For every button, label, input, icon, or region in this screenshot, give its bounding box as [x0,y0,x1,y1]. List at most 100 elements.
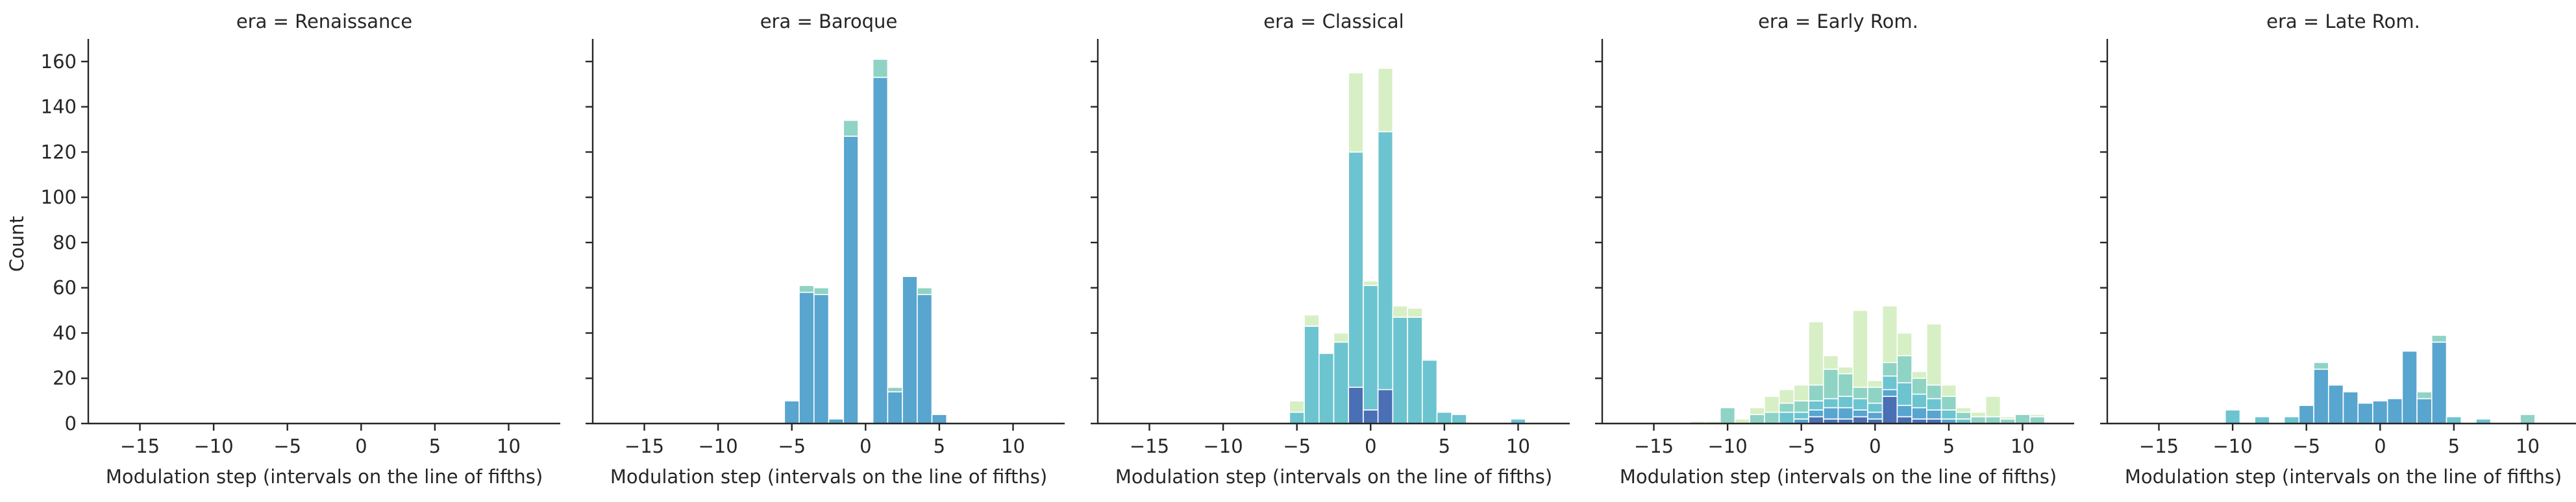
histogram-bar [1852,387,1868,400]
histogram-bar [2029,416,2046,424]
x-tick-label: −15 [1130,435,1169,457]
histogram-bar [1852,398,1868,411]
histogram-bar [872,58,889,78]
x-tick-label: 0 [1365,435,1376,457]
histogram-bar [1852,409,1868,418]
histogram-bar [1852,309,1868,388]
histogram-bar [2327,384,2344,424]
histogram-bar [1896,355,1913,384]
x-tick-label: 5 [1439,435,1450,457]
histogram-bar [1778,411,1795,424]
histogram-bar [2313,362,2329,370]
x-tick-label: −15 [120,435,160,457]
histogram-bar [1940,396,1957,411]
histogram-bar [1837,373,1854,397]
histogram-bar [843,119,859,137]
y-tick-label: 120 [41,141,77,163]
histogram-bar [799,285,815,293]
histogram-bar [1808,409,1824,418]
histogram-bar [1333,341,1350,424]
x-tick-label: −15 [625,435,664,457]
histogram-bar [2386,398,2403,424]
histogram-bar [1896,416,1913,424]
x-tick-label: 5 [934,435,945,457]
facet-title: era = Late Rom. [2266,10,2420,32]
histogram-bar [1377,67,1394,132]
histogram-bar [1911,407,1927,420]
histogram-bar [1837,366,1854,375]
histogram-bar [2298,405,2314,424]
histogram-bar [1377,388,1394,424]
histogram-bar [843,136,859,424]
x-tick-label: 5 [2448,435,2460,457]
histogram-bar [1867,387,1883,404]
histogram-bar [887,387,903,392]
histogram-bar [1363,280,1379,287]
x-tick-label: 0 [2374,435,2386,457]
histogram-bar [1348,72,1364,153]
histogram-bar [2029,414,2046,418]
histogram-bar [1896,332,1913,357]
y-tick-label: 20 [53,367,77,389]
histogram-bar [1749,414,1765,424]
x-tick-label: −10 [699,435,738,457]
x-tick-label: −15 [1634,435,1674,457]
histogram-bar [1970,416,1987,424]
x-tick-label: −10 [194,435,234,457]
histogram-bar [1808,384,1824,401]
histogram-bar [2254,416,2270,424]
histogram-bar [1926,323,1942,386]
histogram-bar [2416,391,2433,400]
histogram-bar [1808,400,1824,411]
x-tick-label: 10 [1001,435,1025,457]
histogram-bar [2357,402,2373,424]
histogram-bar [1881,362,1898,377]
x-axis-label: Modulation step (intervals on the line o… [106,466,543,488]
x-tick-label: −5 [2292,435,2320,457]
histogram-bar [813,294,830,424]
histogram-bar [2520,414,2536,424]
histogram-bar [1985,396,2001,418]
histogram-bar [872,77,889,424]
histogram-bar [1764,396,1780,413]
histogram-bar [799,291,815,424]
facet-panel-3: era = Early Rom. −15 −10 −5 0 5 10 Modulation s… [1595,10,2074,488]
y-tick-label: 0 [65,412,77,435]
histogram-bar [1926,384,1942,400]
histogram-bar [1377,131,1394,390]
histogram-bar [2401,350,2418,424]
histogram-bar [1719,407,1736,424]
histogram-bar [2000,416,2016,420]
histogram-bar [1289,411,1305,424]
x-tick-label: −10 [1204,435,1243,457]
x-tick-label: 10 [497,435,521,457]
histogram-bar [1911,393,1927,409]
y-tick-label: 160 [41,51,77,73]
histogram-bar [1793,384,1809,401]
x-tick-label: −5 [1787,435,1815,457]
histogram-bar [887,391,903,424]
y-tick-label: 40 [53,322,77,344]
facet-title: era = Classical [1263,10,1404,32]
x-tick-label: 0 [355,435,367,457]
histogram-bar [1793,411,1809,420]
facet-panel-2: era = Classical −15 −10 −5 0 5 10 Modulation st… [1091,10,1570,488]
histogram-bar [1881,305,1898,363]
histogram-bar [1940,409,1957,420]
facet-panels: era = Renaissance020406080100120140160−1… [41,10,2576,488]
x-tick-label: 0 [1869,435,1881,457]
x-axis-label: Modulation step (intervals on the line o… [610,466,1047,488]
histogram-bar [1867,379,1883,388]
histogram-bar [1822,355,1839,370]
x-tick-label: −5 [778,435,806,457]
x-axis-label: Modulation step (intervals on the line o… [1115,466,1552,488]
histogram-bar [931,414,948,424]
y-tick-label: 140 [41,96,77,118]
histogram-bar [2372,400,2388,424]
histogram-bar [917,294,933,424]
histogram-bar [1451,414,1467,424]
histogram-bar [1822,407,1839,420]
x-tick-label: 10 [2516,435,2540,457]
histogram-bar [1955,407,1972,413]
